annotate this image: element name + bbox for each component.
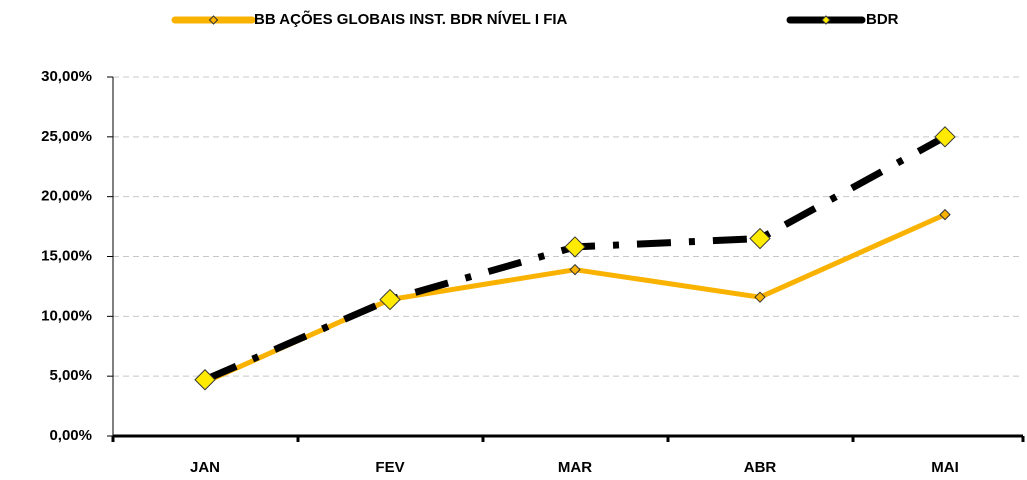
x-tick-label: MAR (558, 459, 592, 476)
marker (564, 236, 586, 258)
marker (194, 369, 216, 391)
legend-label: BDR (866, 11, 899, 28)
y-tick-label: 30,00% (41, 68, 92, 85)
series-line (203, 133, 947, 383)
marker (934, 126, 956, 148)
marker (754, 291, 766, 303)
legend-marker (821, 15, 831, 25)
y-tick-label: 0,00% (49, 427, 92, 444)
marker (939, 208, 951, 221)
legend-label: BB AÇÕES GLOBAIS INST. BDR NÍVEL I FIA (254, 10, 568, 28)
legend-marker (208, 15, 219, 25)
x-tick-label: MAI (931, 459, 959, 476)
marker (569, 263, 581, 276)
y-tick-label: 25,00% (41, 128, 92, 145)
marker (749, 227, 771, 250)
y-tick-label: 10,00% (41, 307, 92, 324)
y-tick-label: 5,00% (49, 367, 92, 384)
x-tick-label: FEV (375, 459, 404, 476)
y-tick-label: 15,00% (41, 247, 92, 264)
marker (379, 288, 401, 311)
x-tick-label: JAN (190, 459, 220, 476)
x-tick-label: ABR (744, 459, 777, 476)
y-tick-label: 20,00% (41, 188, 92, 205)
